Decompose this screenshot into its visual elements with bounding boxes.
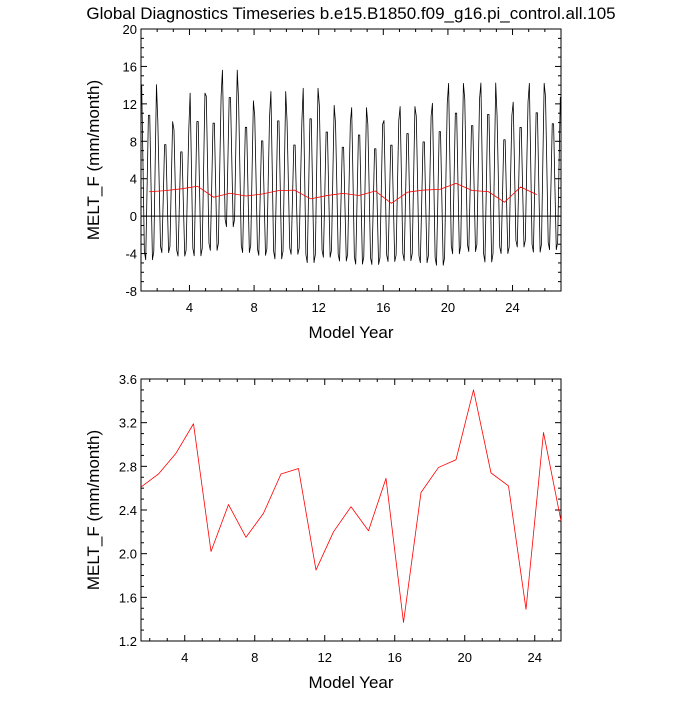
bottom-panel: 1.2 1.6 2.0 2.4 2.8 3.2 3.6 4 8 12 16 20 24 Model Yea… bbox=[84, 372, 562, 692]
bottom-x-tick-label: 24 bbox=[528, 650, 542, 665]
top-series-line-1 bbox=[149, 182, 537, 204]
top-y-tick-label: 8 bbox=[130, 134, 137, 149]
bottom-y-tick-label: 2.4 bbox=[119, 503, 137, 518]
bottom-y-tick-label: 1.2 bbox=[119, 634, 137, 649]
top-y-tick-label: -4 bbox=[125, 247, 137, 262]
bottom-y-tick-label: 1.6 bbox=[119, 590, 137, 605]
top-y-tick-label: 0 bbox=[130, 209, 137, 224]
bottom-plot-frame bbox=[140, 378, 562, 642]
bottom-x-axis-label: Model Year bbox=[308, 673, 393, 692]
top-x-tick-label: 24 bbox=[505, 300, 519, 315]
bottom-y-tick-label: 2.0 bbox=[119, 547, 137, 562]
top-y-tick-label: 16 bbox=[123, 59, 137, 74]
top-x-tick-label: 4 bbox=[186, 300, 193, 315]
top-x-axis-label: Model Year bbox=[308, 323, 393, 342]
bottom-x-tick-label: 4 bbox=[181, 650, 188, 665]
bottom-series-line-0 bbox=[140, 389, 562, 623]
top-x-tick-label: 20 bbox=[441, 300, 455, 315]
top-y-tick-label: 4 bbox=[130, 172, 137, 187]
top-x-tick-label: 12 bbox=[311, 300, 325, 315]
chart-title: Global Diagnostics Timeseries b.e15.B185… bbox=[86, 4, 615, 23]
bottom-x-tick-label: 16 bbox=[388, 650, 402, 665]
top-y-tick-label: 20 bbox=[123, 22, 137, 37]
top-y-tick-label: 12 bbox=[123, 97, 137, 112]
top-series-line-0 bbox=[141, 69, 561, 266]
top-y-axis-label: MELT_F (mm/month) bbox=[84, 80, 103, 240]
top-x-tick-label: 8 bbox=[250, 300, 257, 315]
bottom-x-tick-label: 12 bbox=[318, 650, 332, 665]
bottom-y-tick-label: 3.6 bbox=[119, 372, 137, 387]
bottom-y-tick-label: 2.8 bbox=[119, 459, 137, 474]
bottom-y-axis-label: MELT_F (mm/month) bbox=[84, 430, 103, 590]
top-x-tick-label: 16 bbox=[376, 300, 390, 315]
top-panel: -8 -4 0 4 8 12 16 20 4 8 12 16 20 24 Model Year MELT_F … bbox=[84, 22, 562, 342]
bottom-x-tick-label: 8 bbox=[251, 650, 258, 665]
top-y-tick-label: -8 bbox=[125, 284, 137, 299]
bottom-x-tick-label: 20 bbox=[458, 650, 472, 665]
bottom-y-tick-label: 3.2 bbox=[119, 416, 137, 431]
